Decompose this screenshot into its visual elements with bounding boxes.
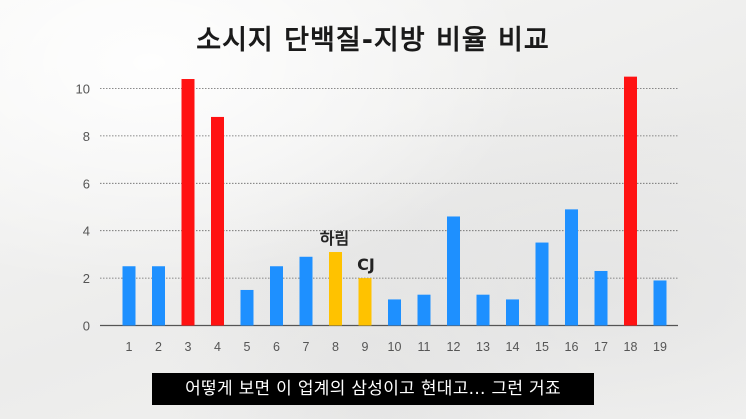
bar xyxy=(299,256,313,326)
x-axis-ticks: 1 2 3 4 5 6 7 8 9 10 11 12 13 14 15 16 17 18 19 xyxy=(126,340,667,354)
x-tick-label: 19 xyxy=(653,340,667,354)
x-tick-label: 17 xyxy=(594,340,608,354)
y-tick-label: 0 xyxy=(83,319,90,334)
x-tick-label: 9 xyxy=(362,340,369,354)
x-tick-label: 12 xyxy=(447,340,461,354)
bar xyxy=(181,79,195,326)
y-tick-label: 6 xyxy=(83,176,90,191)
bar xyxy=(329,252,342,326)
x-tick-label: 1 xyxy=(126,340,133,354)
bar xyxy=(535,242,549,326)
x-tick-label: 6 xyxy=(273,340,280,354)
bar-annotation: CJ xyxy=(357,255,375,274)
y-tick-label: 4 xyxy=(83,224,90,239)
x-tick-label: 11 xyxy=(418,340,431,354)
bar xyxy=(447,216,460,326)
x-tick-label: 2 xyxy=(155,340,162,354)
bar xyxy=(594,270,608,326)
x-tick-label: 16 xyxy=(565,340,579,354)
bar xyxy=(417,294,431,326)
bar xyxy=(211,116,224,326)
x-tick-label: 15 xyxy=(535,340,549,354)
y-tick-label: 10 xyxy=(76,82,90,97)
bar xyxy=(565,209,578,326)
bar xyxy=(388,299,401,326)
bar xyxy=(122,266,136,326)
x-tick-label: 14 xyxy=(506,340,520,354)
y-axis-ticks: 0 2 4 6 8 10 xyxy=(76,82,90,334)
bar-annotation: 하림 xyxy=(320,229,349,248)
bar xyxy=(358,278,372,326)
bar xyxy=(240,289,254,326)
x-tick-label: 3 xyxy=(185,340,192,354)
y-tick-label: 2 xyxy=(83,271,90,286)
x-tick-label: 7 xyxy=(303,340,310,354)
bar xyxy=(506,299,519,326)
x-tick-label: 13 xyxy=(476,340,490,354)
bar xyxy=(624,76,637,326)
x-tick-label: 4 xyxy=(214,340,221,354)
x-tick-label: 5 xyxy=(244,340,251,354)
bar xyxy=(476,294,490,326)
x-tick-label: 18 xyxy=(624,340,638,354)
bar xyxy=(152,266,165,326)
subtitle-caption: 어떻게 보면 이 업계의 삼성이고 현대고... 그런 거죠 xyxy=(152,373,594,405)
x-tick-label: 10 xyxy=(388,340,402,354)
chart-title: 소시지 단백질-지방 비율 비교 xyxy=(196,25,550,56)
annotations: 하림 CJ xyxy=(320,229,375,274)
bar xyxy=(270,266,283,326)
bar xyxy=(653,280,667,326)
bars xyxy=(122,76,667,326)
x-tick-label: 8 xyxy=(332,340,339,354)
y-tick-label: 8 xyxy=(83,129,90,144)
